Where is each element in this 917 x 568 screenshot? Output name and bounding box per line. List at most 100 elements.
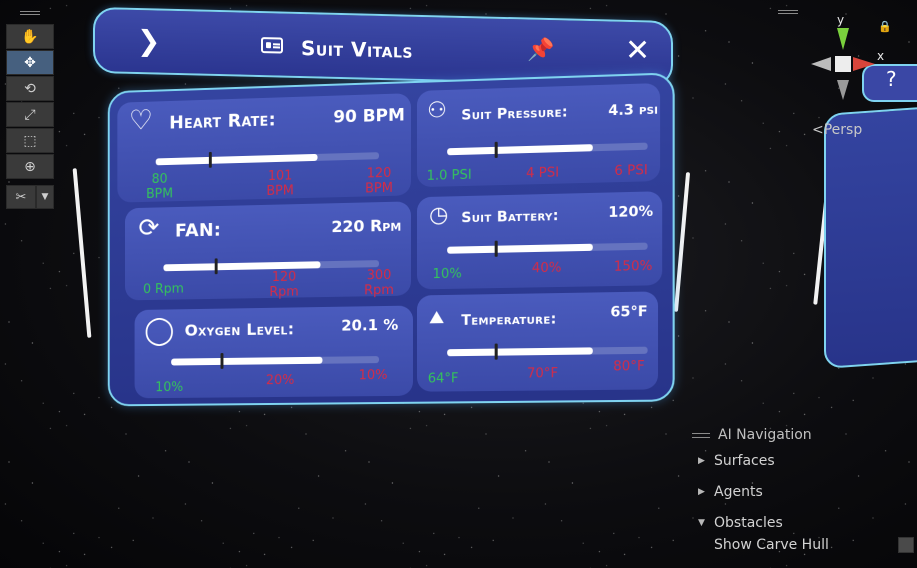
scale-icon: ⤢ (24, 107, 35, 123)
suit-battery-slider[interactable] (447, 243, 647, 254)
neg-x-axis-cone[interactable] (811, 57, 831, 71)
rect-transform-icon: ⬚ (23, 133, 36, 149)
transform-tool-button[interactable]: ⊕ (6, 154, 54, 179)
temperature-slider[interactable] (447, 347, 647, 357)
suit-battery-label: Suit Battery: (461, 208, 558, 226)
heart-rate-value: 90 BPM (333, 105, 405, 127)
suit-battery-marker (495, 241, 498, 257)
show-carve-hull-label: Show Carve Hull (714, 537, 829, 553)
nav-item-agents[interactable]: ▶ Agents (692, 476, 914, 507)
center-cube[interactable] (835, 56, 851, 72)
temperature-value: 65°F (610, 304, 647, 321)
scene-toolbar: ✋ ✥ ⟲ ⤢ ⬚ ⊕ ✂ ▼ (6, 8, 54, 209)
custom-tool-button[interactable]: ✂ (6, 185, 36, 209)
scene-orientation-gizmo[interactable]: y x (805, 14, 885, 104)
y-axis-label: y (837, 14, 844, 27)
show-carve-hull-checkbox[interactable] (898, 537, 914, 553)
temperature-max-label: 80°F (606, 359, 652, 375)
gizmo-grip[interactable] (778, 10, 798, 16)
heart-rate-label: Heart Rate: (169, 109, 276, 133)
hand-tool-button[interactable]: ✋ (6, 24, 54, 49)
fan-mid-label: 120 Rpm (262, 270, 305, 301)
suit-battery-mid-label: 40% (524, 260, 569, 276)
rect-tool-button[interactable]: ⬚ (6, 128, 54, 153)
heart-rate-max-label: 120 BPM (357, 166, 401, 197)
neg-y-axis-cone[interactable] (837, 80, 849, 100)
fan-label: FAN: (175, 220, 221, 242)
suit-battery-value: 120% (608, 204, 653, 221)
suit-battery-card: ◷ Suit Battery: 120% 10% 40% 150% (417, 191, 662, 289)
heart-rate-min-label: 80 BPM (138, 172, 180, 203)
drag-handle-icon[interactable] (692, 433, 710, 438)
chevron-right-icon: ▶ (698, 456, 714, 466)
suit-pressure-label: Suit Pressure: (461, 104, 568, 123)
oxygen-level-mid-label: 20% (259, 373, 302, 388)
close-icon[interactable]: ✕ (625, 36, 650, 67)
heart-rate-card: ♡ Heart Rate: 90 BPM 80 BPM 101 BPM 120 … (117, 93, 411, 202)
oxygen-level-value: 20.1 % (341, 316, 398, 335)
fan-max-label: 300 Rpm (357, 268, 401, 299)
chevron-down-icon: ▼ (698, 518, 714, 528)
ai-navigation-overlay: AI Navigation ▶ Surfaces ▶ Agents ▼ Obst… (692, 425, 914, 556)
vitals-panel: ♡ Heart Rate: 90 BPM 80 BPM 101 BPM 120 … (108, 72, 675, 406)
help-icon[interactable]: ? (886, 67, 897, 91)
clock-icon: ◷ (429, 202, 448, 228)
custom-tool-dropdown[interactable]: ▼ (36, 185, 54, 209)
show-carve-hull-row: Show Carve Hull (692, 534, 914, 556)
fan-value: 220 Rpm (331, 216, 401, 237)
heart-rate-mid-label: 101 BPM (259, 168, 302, 199)
oxygen-level-slider[interactable] (171, 356, 379, 365)
oxygen-level-marker (220, 353, 223, 369)
heart-rate-fill (156, 154, 318, 165)
projection-toggle[interactable]: <Persp (812, 122, 862, 138)
move-icon: ✥ (24, 55, 36, 71)
oxygen-level-card: ◯ Oxygen Level: 20.1 % 10% 20% 10% (135, 306, 413, 399)
suit-pressure-max-label: 6 PSI (608, 163, 654, 179)
ai-navigation-header[interactable]: AI Navigation (692, 425, 914, 445)
rotate-icon: ⟲ (24, 81, 36, 97)
tools-icon: ✂ (16, 190, 27, 205)
x-axis-label: x (877, 49, 884, 63)
ai-navigation-title: AI Navigation (718, 427, 812, 443)
page-title: Suit Vitals (301, 36, 413, 63)
rotate-tool-button[interactable]: ⟲ (6, 76, 54, 101)
suit-battery-min-label: 10% (425, 266, 469, 282)
x-axis-cone[interactable] (853, 57, 875, 71)
y-axis-cone[interactable] (837, 28, 849, 50)
ring-icon: ◯ (144, 313, 174, 346)
hand-icon: ✋ (21, 29, 38, 45)
fan-marker (215, 258, 218, 274)
oxygen-level-fill (171, 357, 322, 366)
pin-icon[interactable]: 📌 (527, 38, 554, 64)
temperature-mid-label: 70°F (520, 366, 565, 382)
chevron-down-icon: ▼ (42, 192, 49, 202)
refresh-icon: ⟳ (138, 213, 159, 243)
oxygen-level-max-label: 10% (351, 368, 395, 383)
id-card-icon (261, 37, 283, 54)
suit-pressure-card: ⚇ Suit Pressure: 4.3 psi 1.0 PSI 4 PSI 6… (417, 83, 660, 187)
temperature-fill (447, 347, 593, 356)
temperature-card: ⛰ Temperature: 65°F 64°F 70°F 80°F (417, 291, 658, 391)
heart-rate-marker (209, 152, 212, 168)
secondary-panel (824, 106, 917, 369)
chevron-right-icon: ▶ (698, 487, 714, 497)
nav-item-surfaces[interactable]: ▶ Surfaces (692, 445, 914, 476)
suit-battery-fill (447, 244, 593, 254)
move-tool-button[interactable]: ✥ (6, 50, 54, 75)
heart-icon: ♡ (129, 104, 153, 137)
heart-rate-slider[interactable] (156, 152, 379, 165)
nav-item-label: Surfaces (714, 453, 775, 469)
suit-pressure-marker (495, 142, 498, 158)
suit-pressure-fill (447, 144, 593, 155)
toolbar-grip[interactable] (6, 8, 54, 18)
scale-tool-button[interactable]: ⤢ (6, 102, 54, 127)
oxygen-level-label: Oxygen Level: (185, 319, 295, 339)
nav-item-label: Obstacles (714, 515, 783, 531)
temperature-min-label: 64°F (421, 371, 465, 387)
suit-pressure-min-label: 1.0 PSI (419, 167, 479, 184)
chart-icon: ⛰ (429, 307, 444, 328)
chevron-right-icon[interactable]: ❯ (137, 24, 160, 58)
suit-pressure-slider[interactable] (447, 143, 647, 156)
fan-min-label: 0 Rpm (137, 282, 191, 298)
suit-pressure-value: 4.3 psi (608, 101, 658, 119)
